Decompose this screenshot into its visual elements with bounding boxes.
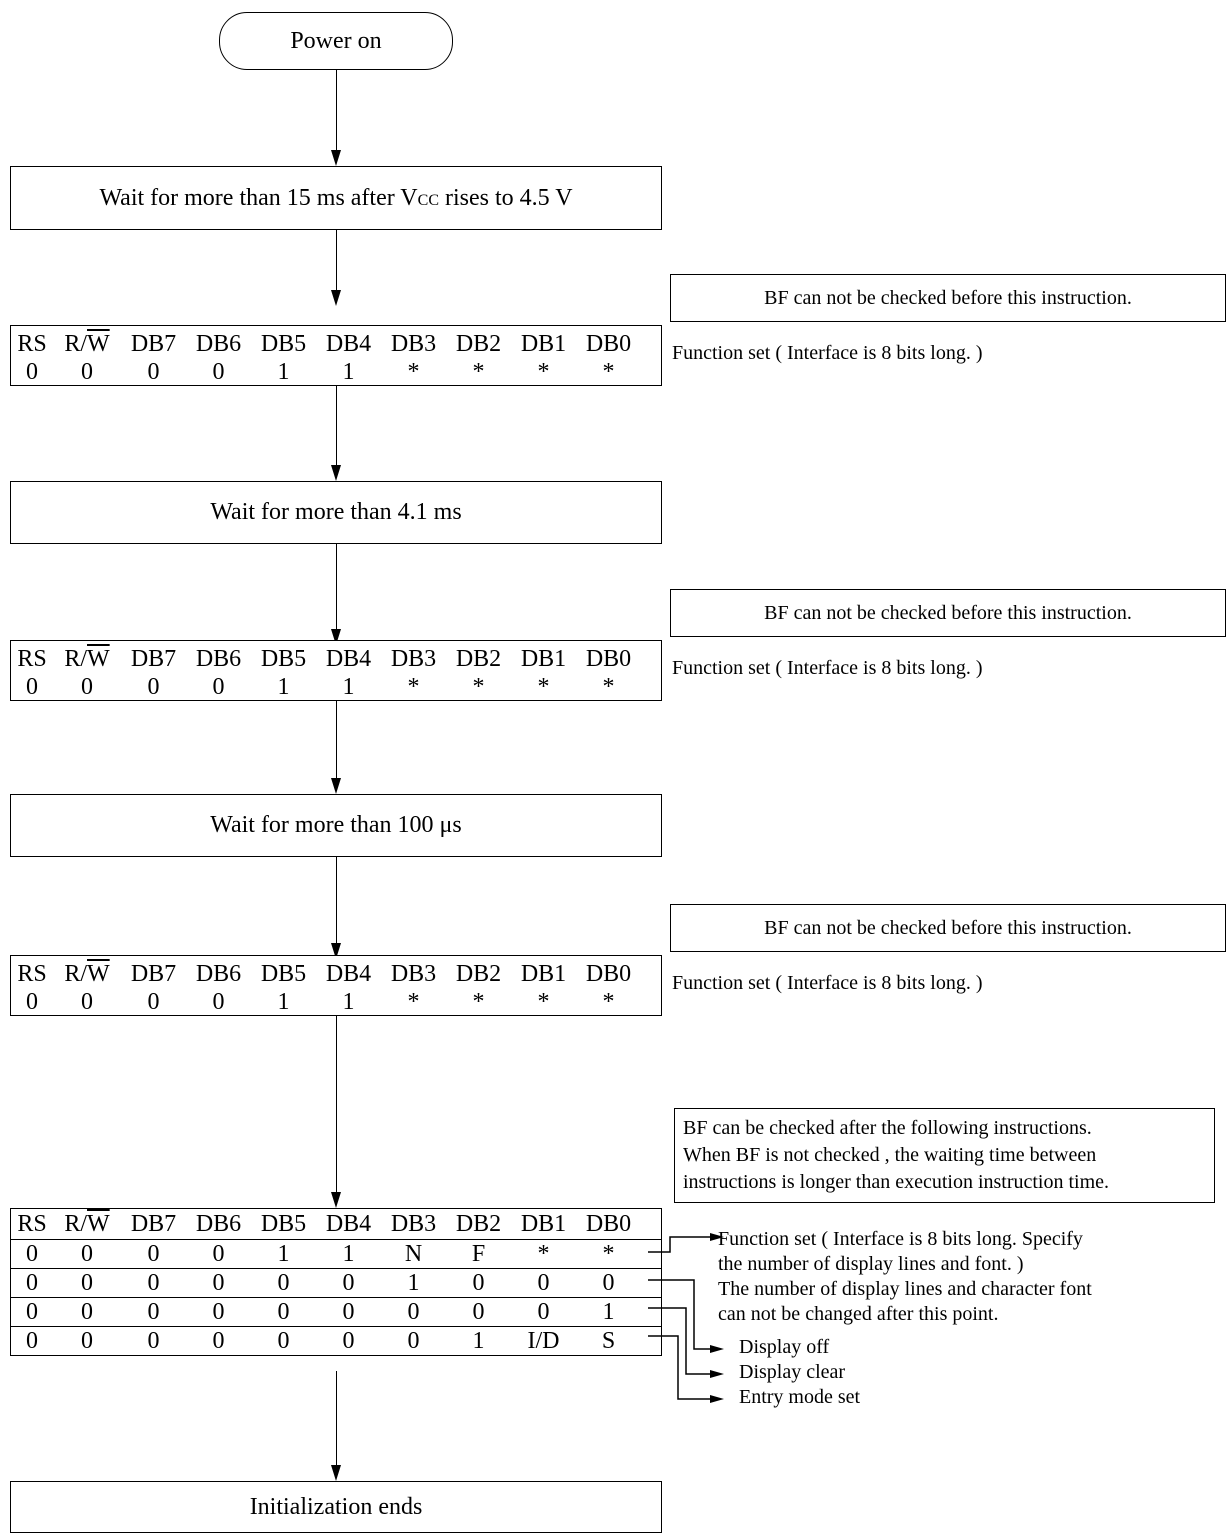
- connector-arrow: [331, 465, 341, 481]
- bf-not-checked-note: BF can not be checked before this instru…: [670, 589, 1226, 637]
- connector-line: [336, 70, 337, 150]
- initialization-ends-step: Initialization ends: [10, 1481, 662, 1533]
- display-off-note: Display off: [739, 1336, 830, 1358]
- table-header-row: RS R/W DB7 DB6 DB5 DB4 DB3 DB2 DB1 DB0: [17, 331, 632, 357]
- table-header-row: RS R/W DB7 DB6 DB5 DB4 DB3 DB2 DB1 DB0: [11, 1209, 661, 1240]
- power-on-terminal: Power on: [219, 12, 453, 70]
- leader-lines: [648, 1233, 724, 1403]
- table-header-row: RS R/W DB7 DB6 DB5 DB4 DB3 DB2 DB1 DB0: [17, 646, 632, 672]
- entry-mode-set-note: Entry mode set: [739, 1386, 861, 1408]
- function-set-note-1: Function set ( Interface is 8 bits long.…: [672, 342, 983, 364]
- connector-line: [336, 857, 337, 943]
- connector-line: [336, 544, 337, 629]
- connector-arrow: [331, 1465, 341, 1481]
- table-header-row: RS R/W DB7 DB6 DB5 DB4 DB3 DB2 DB1 DB0: [17, 961, 632, 987]
- connector-line: [336, 230, 337, 290]
- bf-checked-note: BF can be checked after the following in…: [674, 1108, 1215, 1203]
- wait-15ms-label: Wait for more than 15 ms after VCC rises…: [99, 184, 573, 211]
- wait-4ms-step: Wait for more than 4.1 ms: [10, 481, 662, 544]
- connector-arrow: [331, 150, 341, 166]
- connector-line: [336, 1016, 337, 1194]
- connector-arrow: [331, 629, 341, 645]
- function-set-note-2: Function set ( Interface is 8 bits long.…: [672, 657, 983, 679]
- connector-line: [336, 1371, 337, 1467]
- display-clear-note: Display clear: [739, 1361, 846, 1383]
- power-on-label: Power on: [290, 27, 382, 54]
- wait-100us-step: Wait for more than 100 μs: [10, 794, 662, 857]
- wait-15ms-step: Wait for more than 15 ms after VCC rises…: [10, 166, 662, 230]
- connector-arrow: [331, 943, 341, 959]
- connector-arrow: [331, 1192, 341, 1208]
- connector-arrow: [331, 290, 341, 306]
- function-set-note-3: Function set ( Interface is 8 bits long.…: [672, 972, 983, 994]
- connector-arrow: [331, 778, 341, 794]
- bf-not-checked-note: BF can not be checked before this instru…: [670, 904, 1226, 952]
- bf-not-checked-note: BF can not be checked before this instru…: [670, 274, 1226, 322]
- connector-line: [336, 701, 337, 778]
- connector-line: [336, 386, 337, 465]
- final-function-set-note: Function set ( Interface is 8 bits long.…: [718, 1228, 1092, 1325]
